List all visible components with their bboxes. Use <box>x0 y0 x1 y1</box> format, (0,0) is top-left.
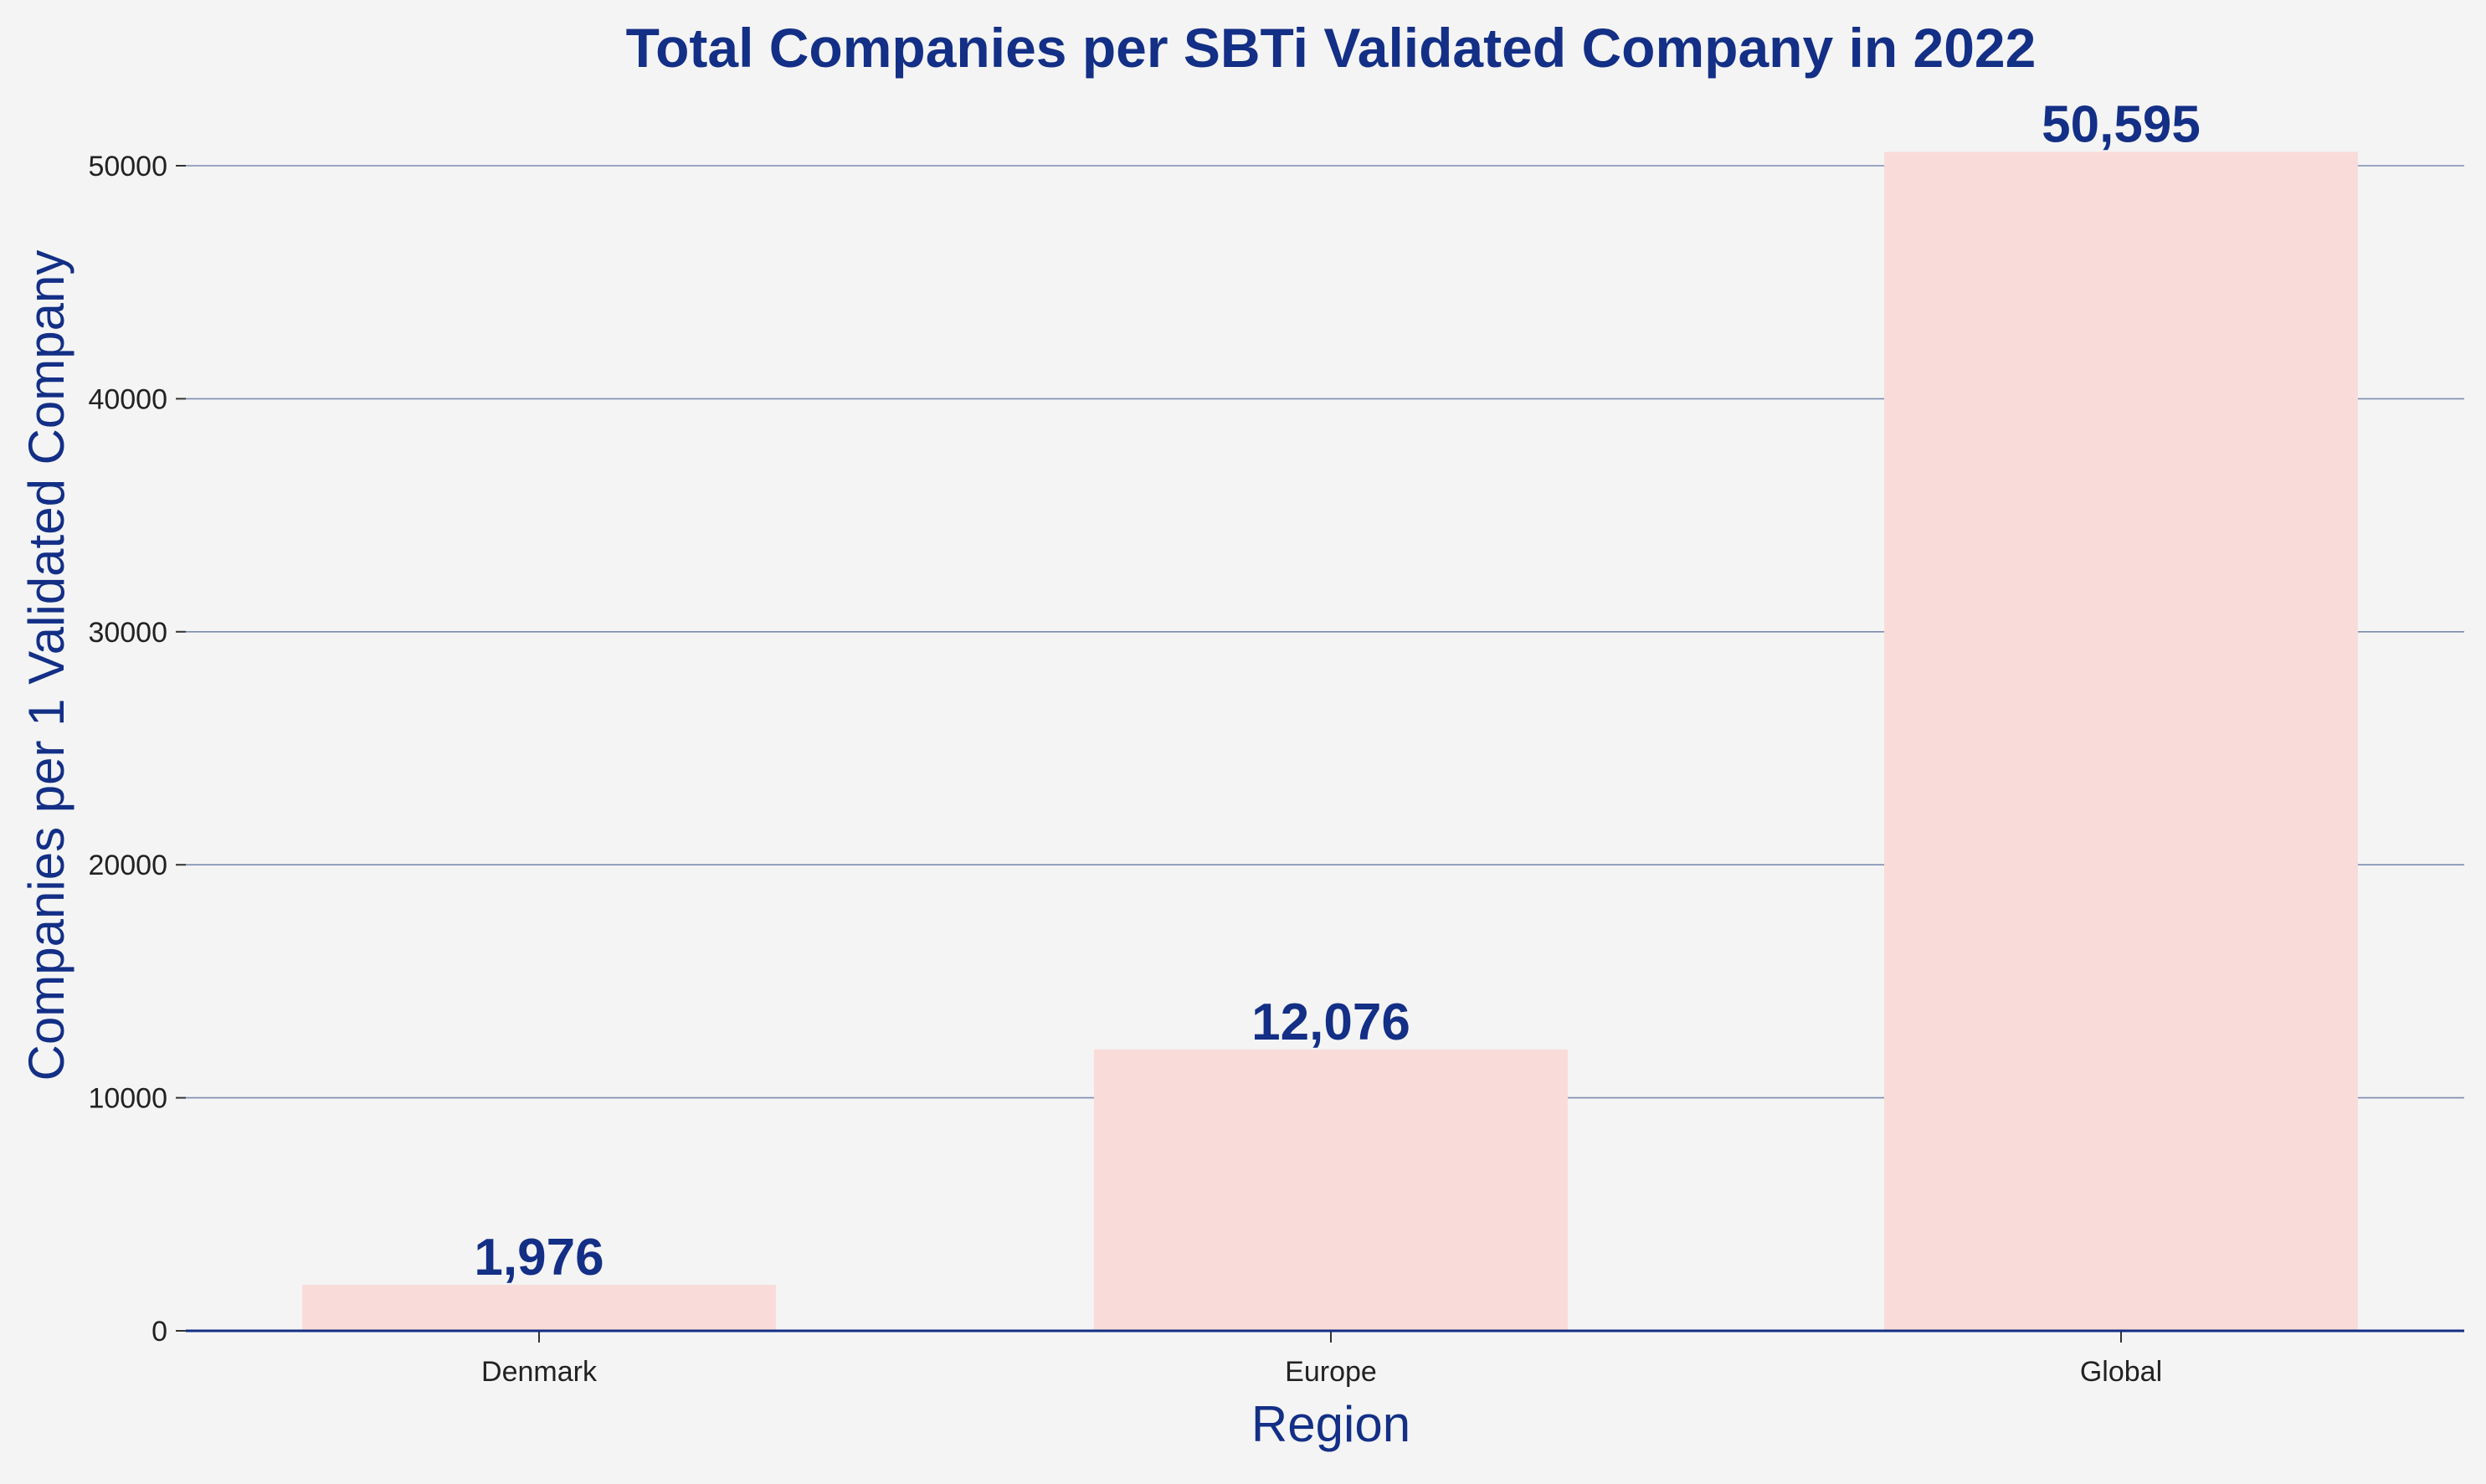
data-label: 1,976 <box>474 1229 604 1286</box>
y-tick-label: 50000 <box>88 151 167 182</box>
x-tick-label: Europe <box>1285 1356 1377 1388</box>
chart-title: Total Companies per SBTi Validated Compa… <box>626 17 2037 79</box>
x-tick-label: Denmark <box>481 1356 598 1388</box>
y-tick-label: 30000 <box>88 617 167 649</box>
data-label: 50,595 <box>2042 95 2201 153</box>
bars: 1,976 12,076 50,595 <box>302 95 2358 1332</box>
bar-europe <box>1094 1049 1568 1331</box>
y-tick-label: 0 <box>152 1316 167 1348</box>
data-label: 12,076 <box>1251 994 1410 1051</box>
labels: Total Companies per SBTi Validated Compa… <box>18 17 2036 1452</box>
x-axis-label: Region <box>1251 1396 1410 1452</box>
axes: 0 10000 20000 30000 40000 50000 Denmark Europe G… <box>88 151 2464 1388</box>
y-axis-label: Companies per 1 Validated Company <box>18 250 74 1081</box>
y-tick-label: 20000 <box>88 850 167 881</box>
y-tick-label: 40000 <box>88 383 167 415</box>
y-tick-label: 10000 <box>88 1083 167 1115</box>
bar-global <box>1884 151 2358 1332</box>
x-tick-label: Global <box>2080 1356 2162 1388</box>
bar-denmark <box>302 1284 776 1331</box>
